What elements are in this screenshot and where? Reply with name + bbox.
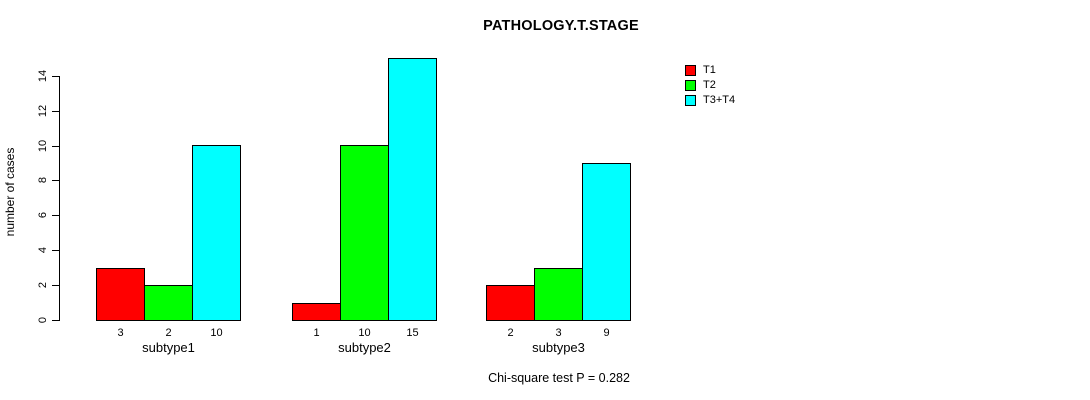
legend-swatch-T1	[685, 65, 696, 76]
y-axis-tick	[52, 111, 59, 112]
bar-value-label: 2	[507, 327, 514, 339]
category-label-subtype2: subtype2	[338, 340, 391, 355]
legend-swatch-T2	[685, 80, 696, 91]
bar-value-label: 10	[210, 327, 223, 339]
y-axis-tick	[52, 250, 59, 251]
legend-label-T1: T1	[703, 64, 716, 76]
y-tick-label: 8	[37, 176, 49, 184]
bar-T1-subtype2	[292, 303, 341, 321]
y-tick-label: 12	[37, 104, 49, 118]
bar-T1-subtype3	[486, 285, 535, 321]
legend-label-T3+T4: T3+T4	[703, 94, 736, 106]
y-axis-tick	[52, 285, 59, 286]
bar-T2-subtype2	[340, 145, 389, 321]
y-tick-label: 6	[37, 211, 49, 219]
y-tick-label: 0	[37, 316, 49, 324]
bar-T3+T4-subtype1	[192, 145, 241, 321]
chi-square-annotation: Chi-square test P = 0.282	[488, 371, 630, 385]
chart-title: PATHOLOGY.T.STAGE	[483, 18, 639, 34]
legend: T1 T2 T3+T4	[685, 65, 735, 110]
y-axis-tick	[52, 180, 59, 181]
category-label-subtype1: subtype1	[142, 340, 195, 355]
bar-T3+T4-subtype2	[388, 58, 437, 321]
y-axis-tick	[52, 215, 59, 216]
y-axis-tick	[52, 146, 59, 147]
bar-value-label: 15	[406, 327, 419, 339]
bar-T2-subtype3	[534, 268, 583, 321]
bar-value-label: 9	[603, 327, 610, 339]
bar-value-label: 2	[165, 327, 172, 339]
legend-item-T3+T4: T3+T4	[685, 95, 735, 106]
y-tick-label: 14	[37, 69, 49, 83]
bar-value-label: 10	[358, 327, 371, 339]
y-tick-label: 10	[37, 139, 49, 153]
category-label-subtype3: subtype3	[532, 340, 585, 355]
y-axis-tick	[52, 76, 59, 77]
bar-T2-subtype1	[144, 285, 193, 321]
legend-item-T2: T2	[685, 80, 735, 91]
bar-T1-subtype1	[96, 268, 145, 321]
y-axis-label: number of cases	[3, 147, 17, 237]
y-tick-label: 4	[37, 246, 49, 254]
bar-value-label: 1	[313, 327, 320, 339]
legend-item-T1: T1	[685, 65, 735, 76]
y-axis-line	[59, 76, 60, 321]
legend-label-T2: T2	[703, 79, 716, 91]
bar-T3+T4-subtype3	[582, 163, 631, 321]
bar-value-label: 3	[117, 327, 124, 339]
bar-value-label: 3	[555, 327, 562, 339]
y-tick-label: 2	[37, 281, 49, 289]
legend-swatch-T3+T4	[685, 95, 696, 106]
y-axis-tick	[52, 320, 59, 321]
